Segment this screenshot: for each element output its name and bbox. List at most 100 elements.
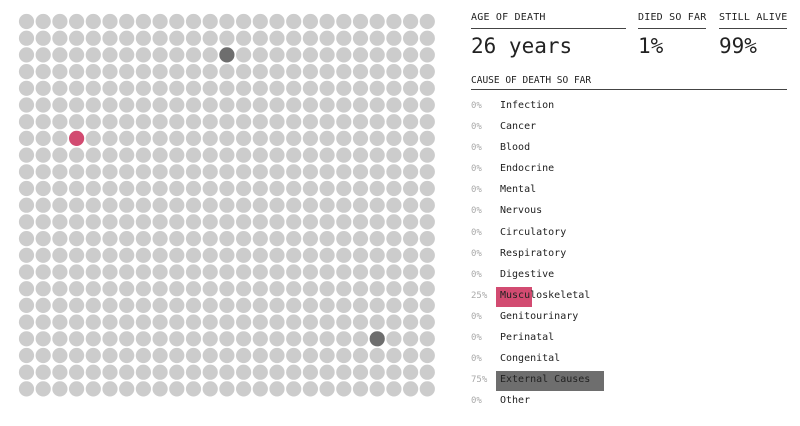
dot-alive (369, 247, 385, 263)
dot-alive (185, 247, 202, 263)
dot-alive (152, 231, 168, 247)
dot-alive (152, 180, 168, 197)
dot-alive (236, 331, 252, 347)
dot-alive (52, 80, 68, 96)
age-of-death-label: AGE OF DEATH (471, 12, 546, 23)
dot-alive (219, 314, 235, 330)
dot-alive (369, 381, 385, 397)
dot-alive (135, 197, 151, 213)
dot-alive (419, 231, 435, 247)
dot-alive (18, 364, 35, 380)
cause-name: Other (500, 395, 531, 407)
dot-alive (269, 247, 285, 263)
dot-alive (152, 130, 168, 146)
dot-alive (219, 130, 235, 146)
dot-alive (319, 114, 335, 130)
dot-alive (269, 30, 285, 46)
dot-alive (369, 197, 385, 213)
dot-alive (219, 114, 235, 130)
dot-alive (102, 264, 118, 280)
dot-alive (236, 164, 252, 180)
dot-alive (352, 197, 369, 213)
dot-alive (286, 331, 302, 347)
dot-alive (119, 164, 135, 180)
dot-alive (185, 331, 202, 347)
dot-alive (252, 97, 268, 113)
dot-alive (35, 130, 51, 146)
cause-percent: 0% (471, 227, 482, 238)
dot-alive (18, 147, 35, 163)
dot-alive (403, 331, 419, 347)
dot-alive (102, 231, 118, 247)
cause-name: Genitourinary (500, 310, 579, 322)
dot-alive (52, 30, 68, 46)
dot-alive (85, 214, 101, 230)
dot-alive (152, 331, 168, 347)
dot-alive (52, 264, 68, 280)
dot-alive (202, 264, 218, 280)
dot-alive (286, 164, 302, 180)
cause-row: 0% Other (471, 391, 791, 412)
dot-alive (252, 314, 268, 330)
dot-alive (52, 47, 68, 63)
dot-alive (302, 197, 318, 213)
dot-alive (352, 247, 369, 263)
dot-alive (185, 97, 202, 113)
dot-alive (352, 314, 369, 330)
dot-alive (69, 297, 85, 313)
population-dot-grid (18, 13, 435, 397)
dot-alive (102, 247, 118, 263)
cause-name: Endocrine (500, 163, 555, 175)
dot-alive (269, 281, 285, 297)
dot-alive (102, 147, 118, 163)
dot-alive (386, 264, 402, 280)
dot-alive (135, 147, 151, 163)
cause-name: Blood (500, 142, 531, 154)
dot-alive (319, 13, 335, 30)
dot-alive (135, 231, 151, 247)
dot-alive (336, 13, 352, 30)
dot-alive (386, 130, 402, 146)
dot-alive (69, 47, 85, 63)
dot-alive (302, 114, 318, 130)
dot-alive (135, 264, 151, 280)
dot-alive (169, 30, 185, 46)
dot-alive (302, 147, 318, 163)
dot-alive (135, 247, 151, 263)
dot-alive (352, 364, 369, 380)
dot-alive (419, 247, 435, 263)
dot-alive (202, 47, 218, 63)
dot-alive (336, 97, 352, 113)
cause-name: Circulatory (500, 226, 567, 238)
dot-alive (302, 331, 318, 347)
dot-alive (286, 80, 302, 96)
dot-alive (69, 180, 85, 197)
dot-alive (135, 180, 151, 197)
dot-alive (352, 130, 369, 146)
dot-alive (185, 231, 202, 247)
dot-alive (352, 64, 369, 80)
cause-percent: 75% (471, 375, 488, 386)
dot-alive (336, 164, 352, 180)
dot-alive (269, 231, 285, 247)
dot-alive (169, 281, 185, 297)
dot-alive (252, 114, 268, 130)
cause-percent: 0% (471, 333, 482, 344)
dot-alive (386, 30, 402, 46)
dot-alive (135, 347, 151, 364)
dot-alive (119, 97, 135, 113)
dot-alive (18, 97, 35, 113)
dot-alive (219, 80, 235, 96)
dot-alive (152, 214, 168, 230)
dot-alive (403, 97, 419, 113)
dot-alive (185, 80, 202, 96)
dot-alive (18, 114, 35, 130)
dot-alive (152, 80, 168, 96)
dot-alive (18, 130, 35, 146)
dot-alive (336, 231, 352, 247)
cause-percent: 0% (471, 206, 482, 217)
dot-alive (119, 331, 135, 347)
dot-alive (52, 231, 68, 247)
dot-alive (236, 130, 252, 146)
dot-alive (369, 47, 385, 63)
